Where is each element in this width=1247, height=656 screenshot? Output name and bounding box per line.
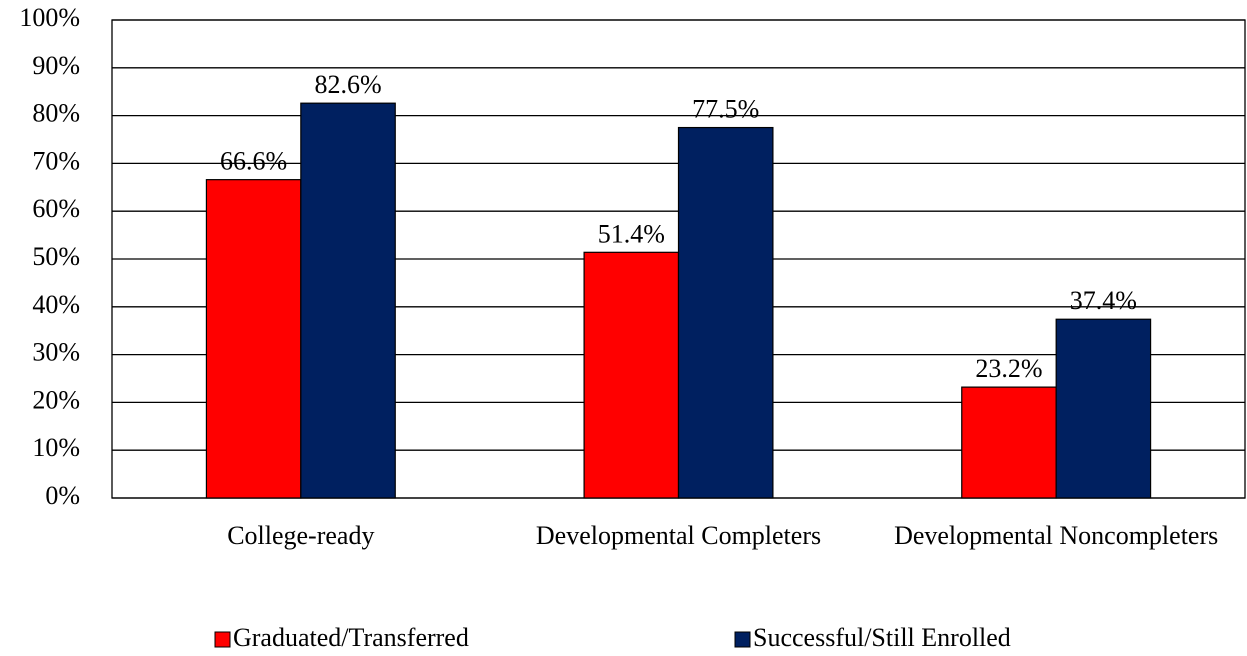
bar	[300, 102, 396, 499]
y-tick-label: 100%	[19, 3, 80, 32]
y-tick-label: 10%	[32, 433, 80, 462]
y-tick-label: 30%	[32, 338, 80, 367]
value-label: 77.5%	[692, 95, 759, 124]
legend-label: Graduated/Transferred	[233, 623, 469, 652]
x-tick-label: Developmental Noncompleters	[894, 521, 1218, 550]
value-label: 23.2%	[975, 354, 1042, 383]
y-tick-label: 80%	[32, 99, 80, 128]
legend-swatch	[734, 631, 751, 648]
legend-label: Successful/Still Enrolled	[753, 623, 1011, 652]
x-tick-label: College-ready	[227, 521, 374, 550]
y-tick-label: 50%	[32, 242, 80, 271]
x-tick-label: Developmental Completers	[536, 521, 821, 550]
y-tick-label: 90%	[32, 51, 80, 80]
bar	[583, 251, 680, 499]
bar	[961, 386, 1057, 499]
y-tick-label: 0%	[45, 481, 80, 510]
bar	[677, 126, 774, 499]
legend-swatch	[214, 631, 231, 648]
bar	[205, 179, 302, 499]
y-tick-label: 60%	[32, 194, 80, 223]
value-label: 51.4%	[598, 219, 665, 248]
y-tick-label: 40%	[32, 290, 80, 319]
value-label: 66.6%	[220, 147, 287, 176]
value-label: 82.6%	[314, 70, 381, 99]
y-tick-label: 70%	[32, 146, 80, 175]
bar	[1055, 318, 1152, 499]
value-label: 37.4%	[1070, 286, 1137, 315]
y-tick-label: 20%	[32, 385, 80, 414]
